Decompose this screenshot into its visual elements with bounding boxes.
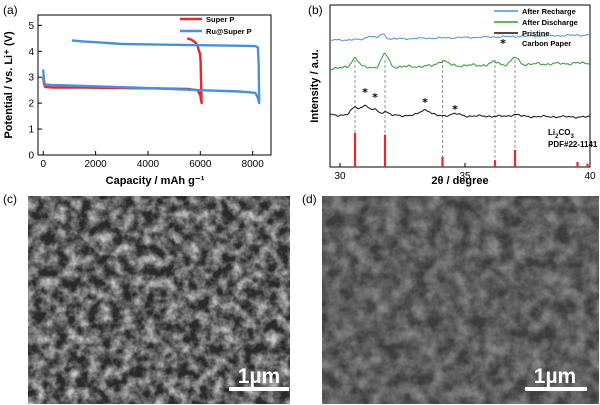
panel-label-c: (c) [3,192,17,206]
panel-label-b: (b) [308,3,323,17]
y-tick-label: 5 [28,21,34,32]
sem-d-scale-bar [525,387,587,391]
legend-label-pristine: Pristine [522,29,550,38]
chart-a-ticks: 0 2000 4000 6000 8000 0 1 2 3 4 5 [28,21,264,170]
sem-image-c: 1µm [28,196,290,404]
x-tick-label: 40 [584,171,596,182]
legend-label-after-recharge: After Recharge [522,7,576,16]
carbon-paper-star: * [422,96,428,109]
x-tick-label: 0 [40,159,46,170]
y-tick-label: 1 [28,125,34,136]
chart-b-legend: After Recharge After Discharge Pristine … [494,7,578,50]
chart-b-ylabel: Intensity / a.u. [309,49,321,122]
reference-card-label: PDF#22-1141 [548,140,598,149]
series-line-super-p [42,37,203,105]
x-tick-label: 8000 [242,159,265,170]
chart-a-legend: Super P Ru@Super P [180,15,252,36]
sem-d-texture [322,196,599,404]
reference-compound-label: Li2CO3 [548,128,574,140]
x-tick-label: 6000 [189,159,212,170]
series-line-ru-super-p [42,39,261,105]
chart-a-xlabel: Capacity / mAh g⁻¹ [106,175,205,187]
panel-label-d: (d) [302,192,317,206]
y-tick-label: 2 [28,99,34,110]
panel-label-a: (a) [3,3,18,17]
legend-label-after-discharge: After Discharge [522,18,578,27]
x-tick-label: 35 [459,171,471,182]
chart-a-frame [37,14,272,156]
chart-b-reference-peaks [353,133,589,167]
y-tick-label: 4 [28,47,34,58]
chart-b-carbon-paper-stars: * * * * [362,86,458,116]
x-tick-label: 30 [334,171,346,182]
legend-label-carbon-paper: Carbon Paper [522,39,571,48]
carbon-paper-star: * [452,103,458,116]
series-line-pristine [329,104,591,119]
y-tick-label: 0 [28,151,34,162]
chart-b-frame [329,4,591,168]
y-tick-label: 3 [28,73,34,84]
carbon-paper-star: * [372,91,378,104]
series-line-after-recharge [329,33,591,42]
x-tick-label: 4000 [137,159,160,170]
chart-a-ylabel: Potential / vs. Li⁺ (V) [3,31,15,139]
sem-c-texture [28,196,290,404]
sem-c-scale-label: 1µm [238,365,280,388]
chart-b: 30 35 40 * * * * After Recharge After Dischar… [309,4,598,187]
series-line-after-discharge [329,52,591,71]
chart-a-series [42,37,261,105]
chart-b-ticks: 30 35 40 [334,163,596,182]
carbon-paper-star: * [362,86,368,99]
chart-b-series [329,33,591,119]
chart-b-xlabel: 2θ / degree [431,175,488,187]
legend-star-carbon-paper: * [500,37,506,50]
sem-d-scale-label: 1µm [534,365,576,388]
chart-b-dashed-markers [354,60,516,160]
legend-label-super-p: Super P [206,15,234,24]
sem-c-scale-bar [229,387,289,391]
x-tick-label: 2000 [84,159,107,170]
sem-image-d: 1µm [322,196,599,404]
chart-a: 0 2000 4000 6000 8000 0 1 2 3 4 5 Super P Ru@Super… [3,14,272,187]
legend-label-ru-super-p: Ru@Super P [206,27,252,36]
